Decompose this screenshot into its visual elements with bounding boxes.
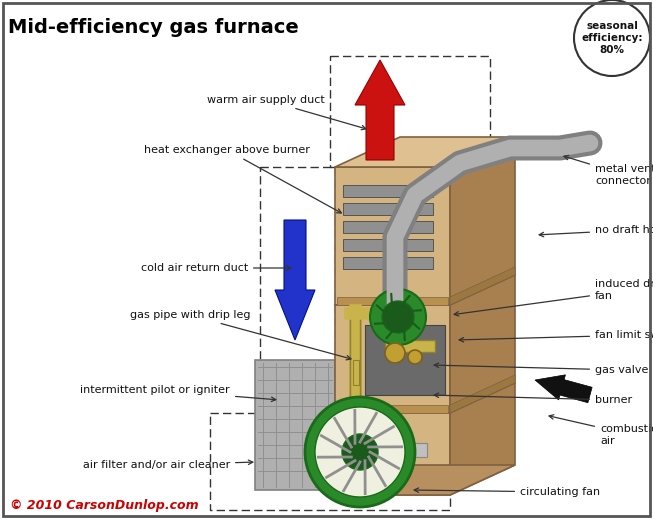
Text: © 2010 CarsonDunlop.com: © 2010 CarsonDunlop.com	[10, 499, 199, 512]
Text: gas valve: gas valve	[434, 363, 648, 375]
Polygon shape	[335, 275, 515, 305]
Circle shape	[342, 434, 378, 470]
Polygon shape	[255, 360, 335, 490]
Text: seasonal
efficiency:
80%: seasonal efficiency: 80%	[581, 21, 643, 54]
Circle shape	[385, 343, 405, 363]
Text: burner: burner	[434, 393, 632, 405]
Text: no draft hood: no draft hood	[539, 225, 653, 237]
Circle shape	[408, 350, 422, 364]
FancyArrow shape	[535, 375, 592, 403]
Circle shape	[305, 397, 415, 507]
Bar	[343, 257, 433, 269]
Text: intermittent pilot or igniter: intermittent pilot or igniter	[80, 385, 276, 402]
Text: gas pipe with drip leg: gas pipe with drip leg	[129, 310, 351, 360]
Bar	[343, 239, 433, 251]
Bar	[335, 413, 450, 495]
Bar	[365, 325, 445, 395]
Bar	[385, 443, 427, 457]
Polygon shape	[450, 375, 515, 413]
Text: combustion
air: combustion air	[549, 415, 653, 446]
Bar	[337, 297, 448, 305]
Bar	[385, 340, 435, 352]
Text: circulating fan: circulating fan	[414, 487, 600, 497]
Polygon shape	[335, 137, 515, 167]
Text: Mid-efficiency gas furnace: Mid-efficiency gas furnace	[8, 18, 299, 37]
Polygon shape	[450, 137, 515, 305]
Bar	[343, 221, 433, 233]
Text: fan limit switch: fan limit switch	[459, 330, 653, 342]
FancyArrow shape	[275, 220, 315, 340]
Bar	[343, 203, 433, 215]
Text: heat exchanger above burner: heat exchanger above burner	[144, 145, 342, 213]
Text: metal vent
connector: metal vent connector	[564, 155, 653, 186]
Bar	[350, 312, 360, 412]
Text: warm air supply duct: warm air supply duct	[207, 95, 366, 130]
Polygon shape	[335, 383, 515, 413]
Circle shape	[574, 0, 650, 76]
Polygon shape	[450, 275, 515, 413]
Circle shape	[315, 407, 405, 497]
Text: cold air return duct: cold air return duct	[141, 263, 291, 273]
Bar	[335, 305, 450, 413]
Polygon shape	[450, 383, 515, 495]
Text: induced draft
fan: induced draft fan	[454, 279, 653, 316]
FancyArrow shape	[355, 60, 405, 160]
Polygon shape	[335, 465, 515, 495]
Bar	[353, 360, 359, 385]
Circle shape	[382, 301, 414, 333]
Text: air filter and/or air cleaner: air filter and/or air cleaner	[83, 460, 253, 470]
Polygon shape	[450, 267, 515, 305]
Bar	[343, 185, 433, 197]
Circle shape	[370, 289, 426, 345]
Bar	[335, 167, 450, 305]
Bar	[337, 405, 448, 413]
